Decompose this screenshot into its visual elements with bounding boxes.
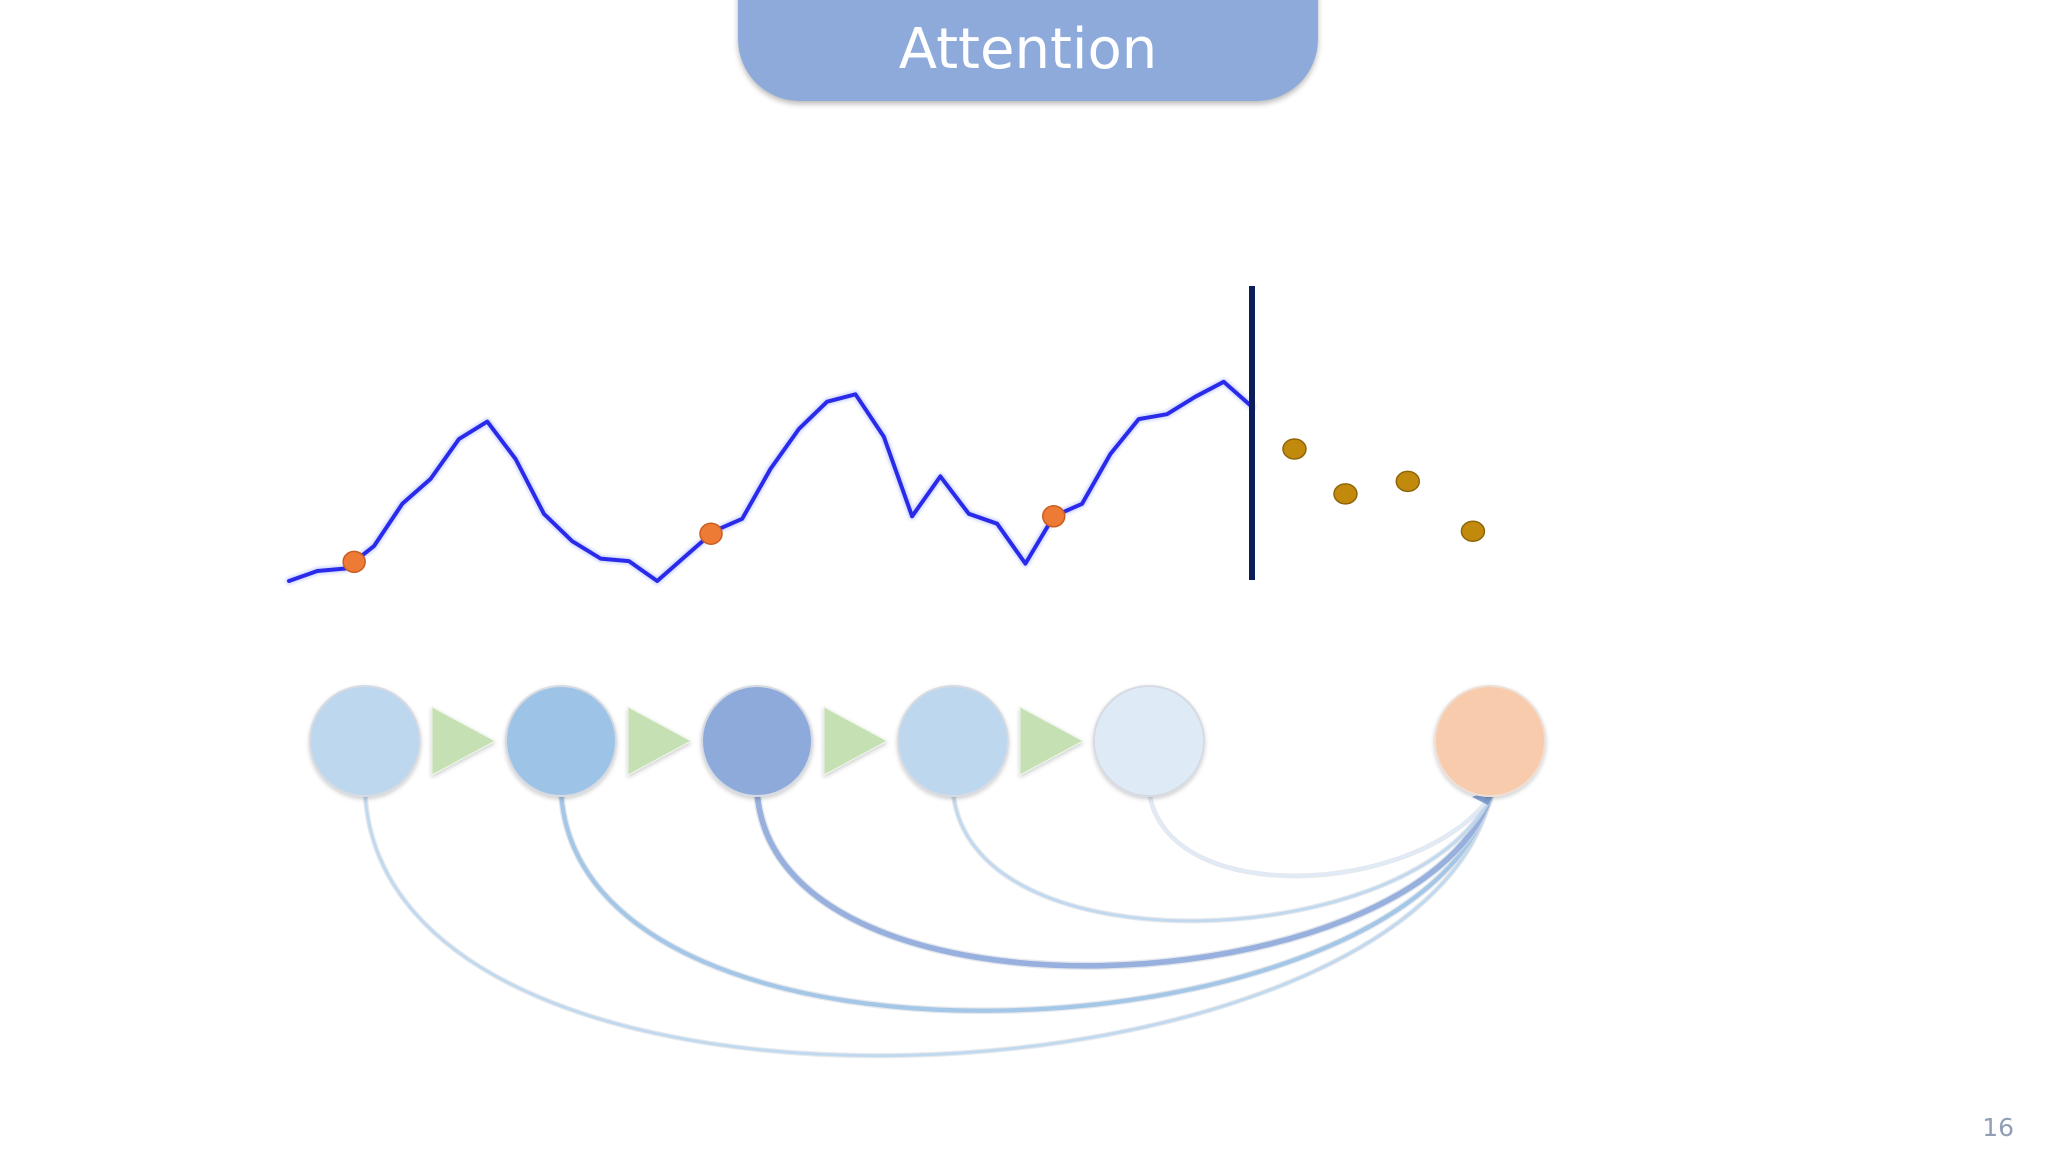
signal-sample-point-3 [1041, 505, 1066, 528]
signal-sample-point-1 [342, 550, 366, 574]
page-number: 16 [1982, 1113, 2014, 1142]
sequence-arrow-2 [627, 706, 693, 776]
sequence-node-1 [309, 685, 421, 797]
slide-title: Attention [898, 17, 1158, 82]
title-tab: Attention [738, 0, 1318, 101]
attention-link-1 [363, 789, 1492, 1058]
attention-link-3 [754, 788, 1493, 969]
forecast-point-2 [1333, 483, 1358, 505]
sequence-node-2 [505, 685, 617, 797]
forecast-point-1 [1282, 438, 1307, 460]
attention-link-shadow-1 [362, 788, 1493, 1059]
target-node [1434, 685, 1546, 797]
forecast-point-3 [1395, 470, 1421, 493]
attention-link-2 [558, 788, 1493, 1013]
attention-links [362, 786, 1497, 1059]
sequence-node-3 [701, 685, 813, 797]
sequence-of-hidden-states [309, 685, 1546, 797]
signal-line-glow [285, 377, 1256, 585]
attention-link-4 [951, 789, 1492, 923]
attention-link-shadow-2 [557, 787, 1494, 1015]
sequence-arrow-3 [823, 706, 889, 776]
sequence-arrow-4 [1019, 706, 1085, 776]
attention-link-5 [1147, 789, 1492, 878]
forecast-point-4 [1460, 520, 1486, 542]
attention-link-shadow-3 [752, 786, 1495, 970]
sequence-node-4 [897, 685, 1009, 797]
signal-line [287, 379, 1254, 583]
time-series-chart [285, 286, 1486, 585]
sequence-arrow-1 [431, 706, 497, 776]
signal-sample-point-2 [699, 522, 723, 545]
sequence-node-5 [1093, 685, 1205, 797]
